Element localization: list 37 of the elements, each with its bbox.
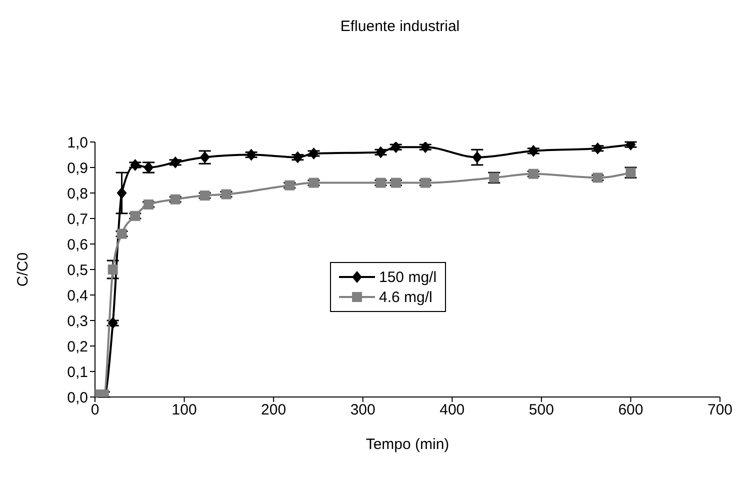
legend-label: 4.6 mg/l	[379, 288, 432, 306]
x-tick-label: 600	[618, 402, 644, 419]
x-axis-title: Tempo (min)	[366, 436, 450, 453]
x-tick-label: 700	[707, 402, 733, 419]
point	[472, 151, 482, 164]
y-axis-title: C/C0	[14, 252, 32, 287]
y-tick-label: 0,0	[67, 389, 88, 406]
x-tick-label: 0	[90, 402, 100, 419]
point	[108, 264, 118, 274]
y-tick-label: 0,5	[67, 262, 88, 279]
point	[420, 142, 430, 154]
y-tick-label: 0,3	[67, 312, 88, 330]
y-tick-label: 0,8	[67, 185, 88, 202]
point	[108, 317, 118, 330]
x-tick-label: 100	[172, 402, 197, 419]
chart-title: Efluente industrial	[340, 18, 460, 35]
x-tick-label: 500	[528, 402, 554, 419]
x-tick-label: 300	[350, 402, 376, 419]
y-tick-label: 0,2	[67, 338, 88, 356]
point	[292, 151, 303, 164]
y-tick-label: 0,4	[67, 287, 88, 304]
point	[200, 190, 210, 201]
point	[144, 199, 154, 210]
legend-label: 150 mg/l	[379, 268, 437, 286]
point	[246, 148, 256, 161]
y-tick-label: 0,1	[67, 364, 88, 381]
point	[592, 142, 603, 154]
y-tick-label: 0,9	[67, 160, 88, 177]
x-tick-label: 200	[261, 402, 286, 419]
y-tick-label: 1,0	[67, 134, 88, 152]
point	[170, 156, 180, 168]
y-tick-label: 0,7	[67, 210, 88, 228]
x-tick-label: 400	[440, 402, 465, 419]
point	[528, 144, 538, 157]
y-tick-label: 0,6	[67, 236, 88, 254]
point	[308, 147, 319, 160]
point	[116, 187, 127, 199]
